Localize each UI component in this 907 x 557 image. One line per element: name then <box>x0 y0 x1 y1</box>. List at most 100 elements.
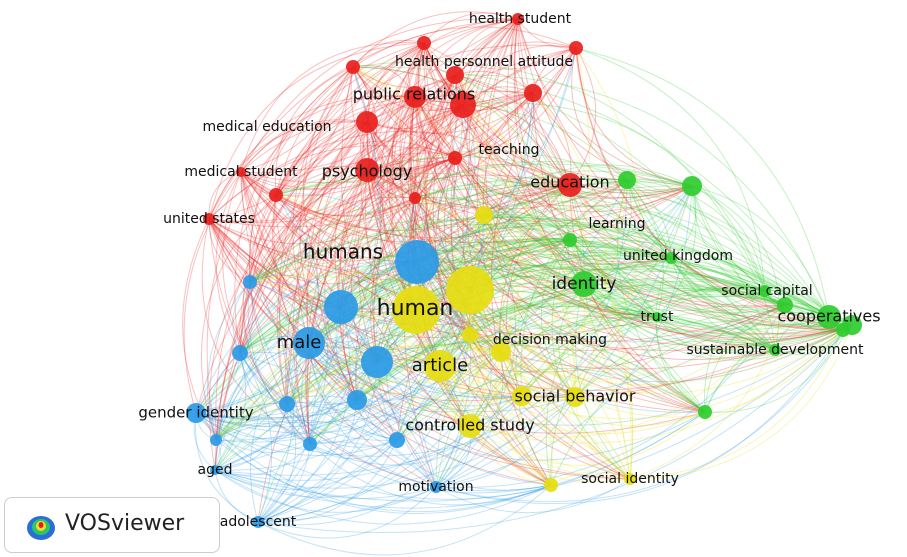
edge <box>540 239 576 398</box>
node <box>430 481 442 493</box>
edge <box>208 66 354 220</box>
edge <box>670 257 766 293</box>
node <box>462 327 478 343</box>
edge <box>423 42 628 181</box>
edge <box>286 157 456 405</box>
edge <box>340 47 577 308</box>
edge <box>366 104 464 171</box>
edge <box>257 443 311 523</box>
edge <box>415 309 844 386</box>
edge <box>309 261 418 445</box>
edge <box>396 185 693 441</box>
edge <box>275 42 425 196</box>
edge <box>629 304 786 480</box>
edge <box>483 214 776 351</box>
edge <box>195 411 706 500</box>
edge <box>337 96 416 401</box>
edge <box>551 239 631 480</box>
edge <box>249 247 418 283</box>
edge <box>414 177 830 318</box>
edge <box>469 329 844 444</box>
edge <box>423 42 706 413</box>
edge <box>208 92 534 223</box>
edge <box>469 47 590 427</box>
edge <box>249 196 416 283</box>
edge <box>214 403 288 471</box>
edge <box>308 342 523 413</box>
edge <box>249 202 571 283</box>
edge <box>629 324 853 480</box>
edge <box>275 194 786 351</box>
edge <box>208 130 571 220</box>
edge <box>521 395 631 480</box>
edge <box>275 194 853 351</box>
edge <box>435 157 523 397</box>
edge <box>324 169 368 401</box>
edge <box>691 185 766 292</box>
edge <box>439 365 576 404</box>
edge <box>454 74 706 413</box>
edge <box>704 349 776 413</box>
edge <box>195 412 552 513</box>
edge <box>249 192 830 318</box>
node-label: health student <box>469 11 572 27</box>
edge <box>239 352 398 441</box>
node <box>563 233 577 247</box>
edge <box>414 74 459 199</box>
edge <box>214 239 571 471</box>
node-label: education <box>530 173 609 192</box>
edge <box>195 396 576 457</box>
edge <box>469 334 631 480</box>
edge <box>352 66 628 186</box>
edge <box>366 121 853 335</box>
edge <box>355 157 456 401</box>
edge <box>490 47 577 486</box>
edge <box>275 194 416 217</box>
edge <box>571 47 628 181</box>
node-label: human <box>377 296 454 321</box>
node <box>665 252 677 264</box>
edge <box>214 104 464 471</box>
edge <box>195 197 416 414</box>
edge <box>222 171 288 405</box>
edge <box>286 403 398 448</box>
edge <box>656 316 706 413</box>
edge <box>439 313 776 367</box>
node <box>210 465 220 475</box>
edge <box>215 357 441 441</box>
edge <box>208 197 416 245</box>
edge <box>423 42 672 259</box>
edge <box>340 225 672 308</box>
edge <box>271 194 358 401</box>
edge <box>454 74 830 318</box>
node <box>544 478 558 492</box>
edge <box>454 74 530 353</box>
edge <box>550 316 658 486</box>
edge <box>201 218 311 445</box>
edge <box>316 121 368 401</box>
edge <box>286 279 853 405</box>
edge <box>286 403 552 492</box>
node <box>361 346 393 378</box>
edge <box>435 179 628 488</box>
edge <box>376 361 523 407</box>
edge <box>356 399 552 491</box>
edge <box>249 157 456 283</box>
edge <box>257 486 437 539</box>
edge <box>656 316 853 347</box>
edge <box>439 287 830 367</box>
edge <box>583 185 693 285</box>
edge <box>416 185 693 271</box>
edge <box>469 178 693 291</box>
edge <box>468 289 552 486</box>
edge <box>275 90 534 196</box>
edge <box>240 17 519 173</box>
node <box>446 266 494 314</box>
edge <box>366 18 519 171</box>
edge <box>208 214 485 262</box>
edge <box>215 121 368 441</box>
node <box>458 414 482 438</box>
edge <box>532 92 607 398</box>
edge <box>352 66 456 88</box>
